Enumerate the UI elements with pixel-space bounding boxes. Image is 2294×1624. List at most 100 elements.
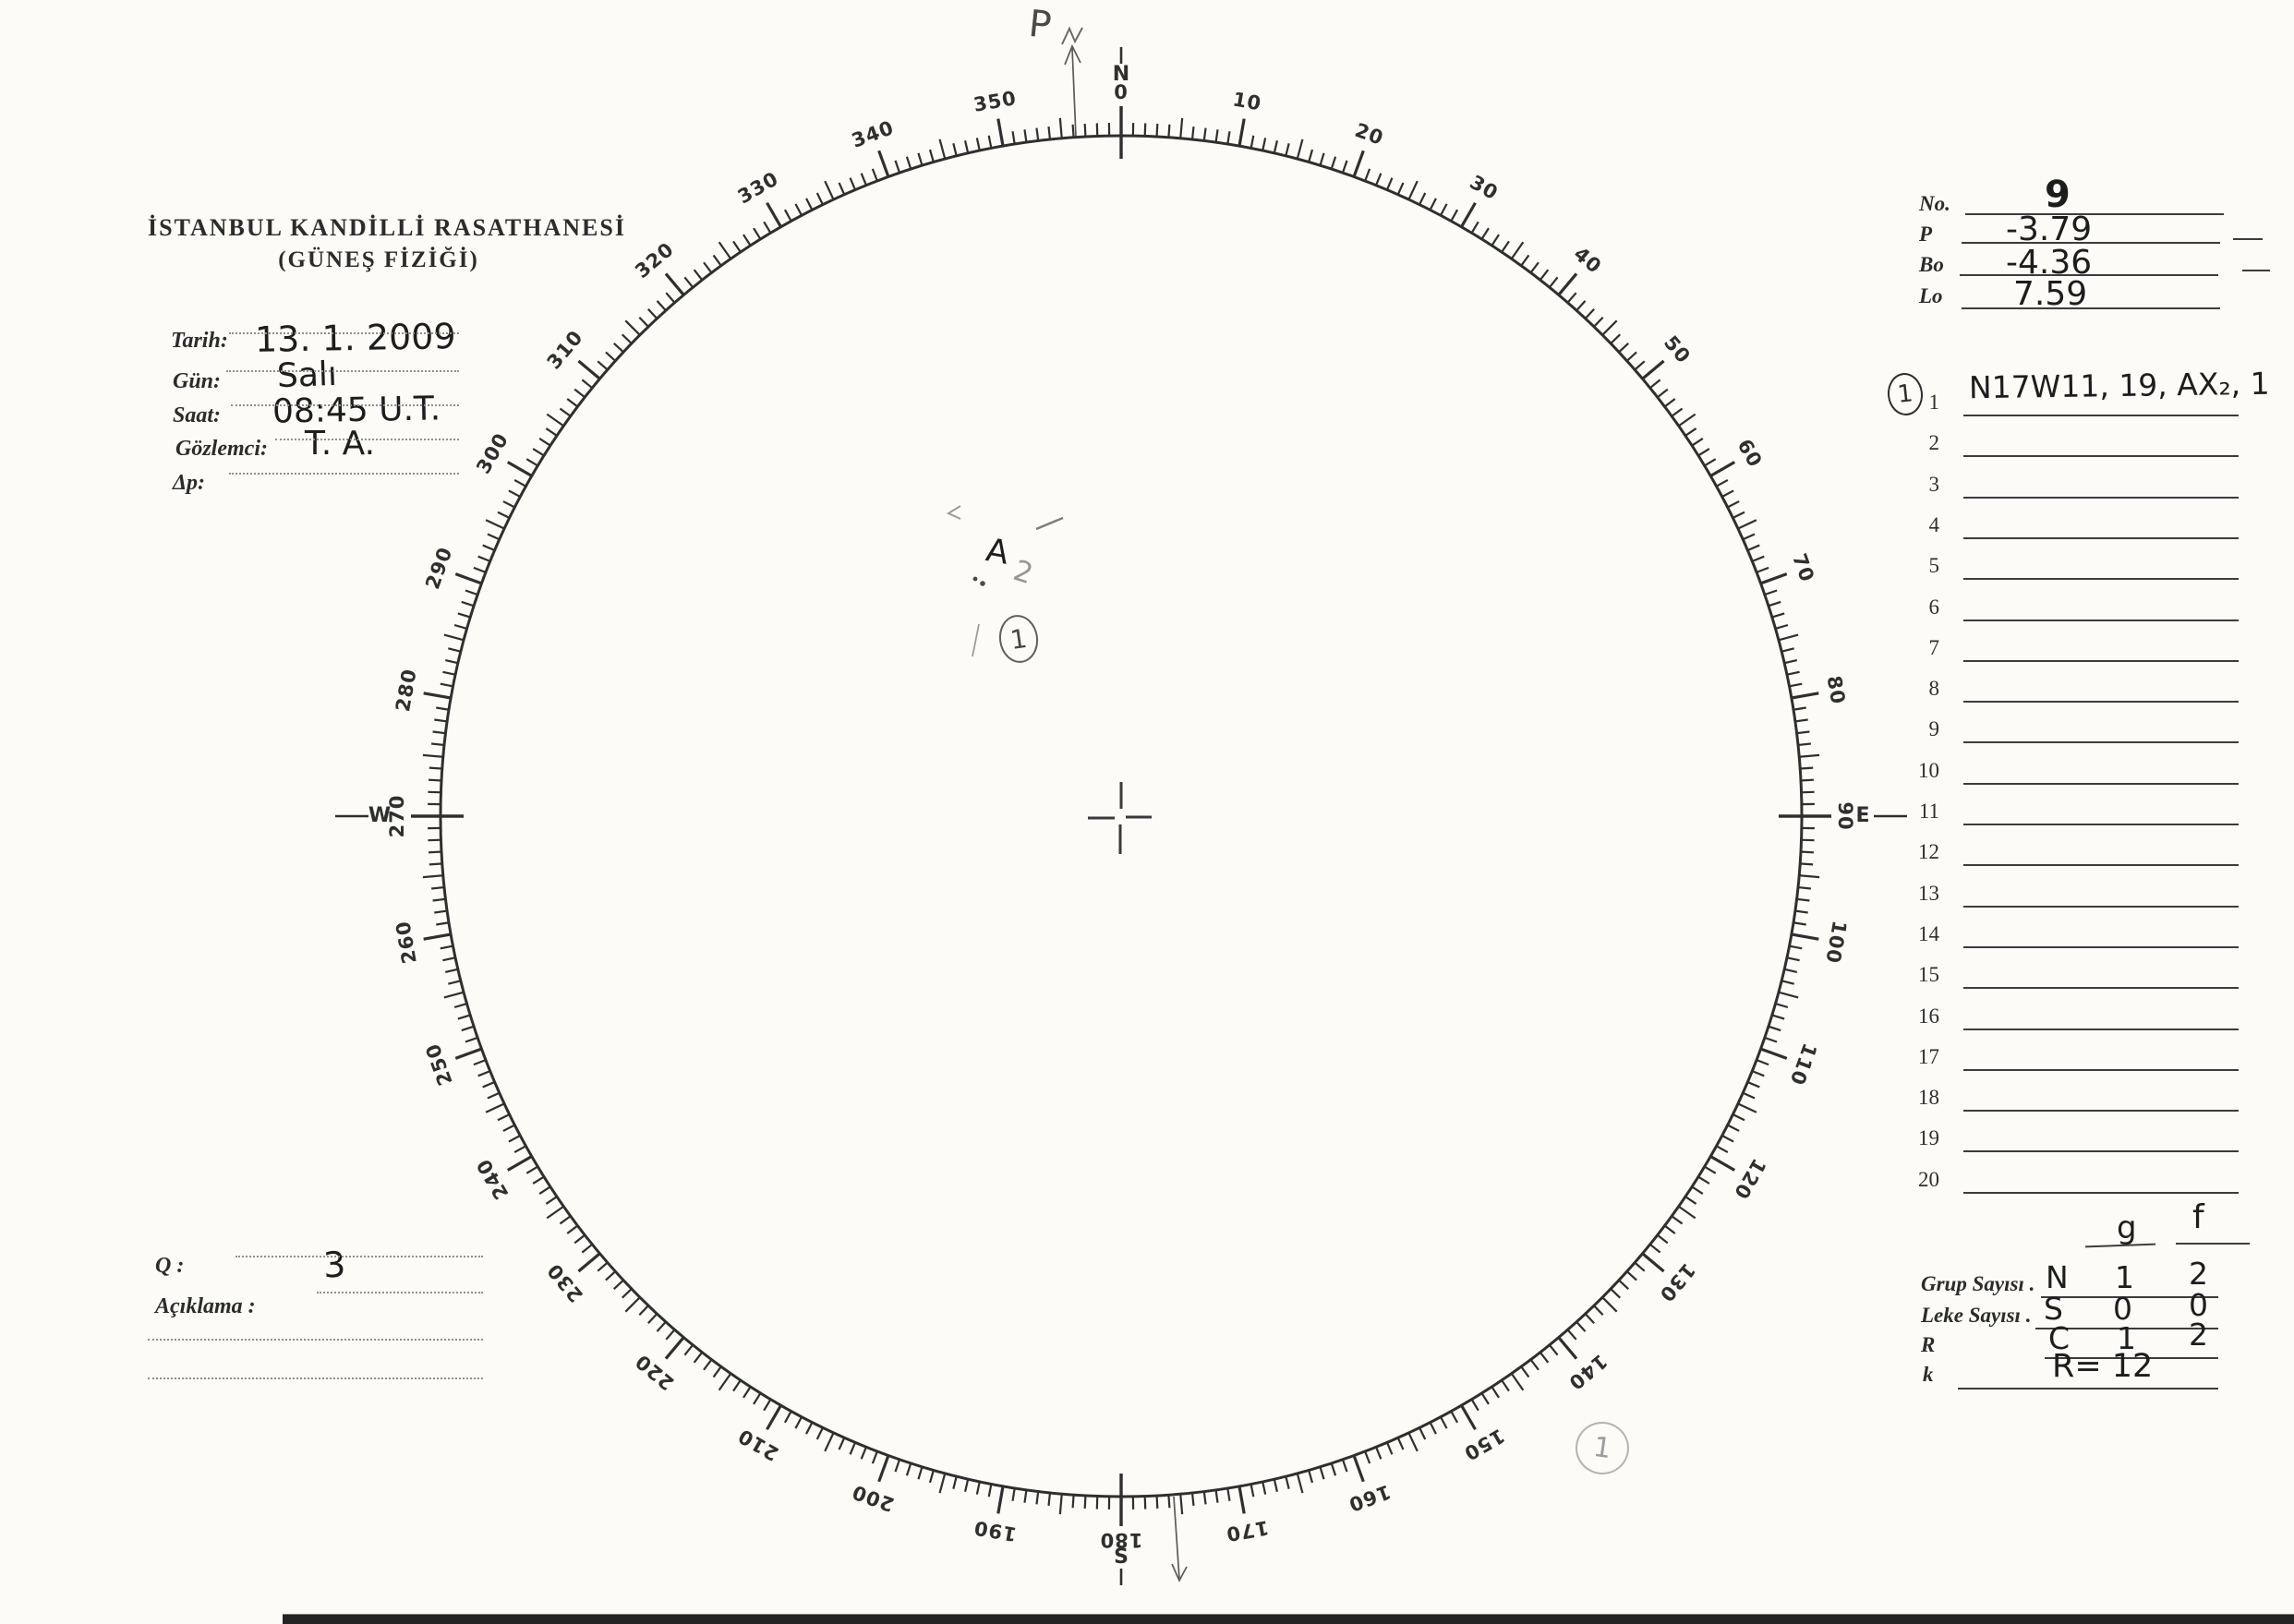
- title-line2: (GÜNEŞ FİZİĞİ): [278, 247, 479, 272]
- degree-tick: [513, 478, 527, 488]
- degree-tick: [1519, 1365, 1530, 1378]
- degree-tick: [1548, 276, 1559, 289]
- degree-tick: [1179, 117, 1184, 139]
- degree-tick: [718, 241, 732, 260]
- degree-tick: [1736, 519, 1757, 530]
- degree-tick: [461, 600, 476, 607]
- group-row-line: [1963, 536, 2239, 539]
- r-row-letter: C: [2048, 1320, 2071, 1356]
- degree-tick: [683, 1343, 694, 1356]
- cardinal-degree-label: 180: [1100, 1529, 1143, 1551]
- day-label: Gün:: [173, 369, 222, 393]
- degree-tick: [1696, 448, 1710, 457]
- degree-tick: [482, 544, 496, 552]
- degree-tick: [766, 201, 783, 229]
- degree-tick: [1656, 388, 1669, 399]
- degree-label: 30: [1466, 171, 1502, 204]
- degree-tick: [647, 1312, 658, 1324]
- degree-tick: [1374, 1445, 1382, 1460]
- degree-tick: [1374, 173, 1382, 187]
- sunspot-dot: [972, 576, 978, 582]
- degree-tick: [1273, 140, 1279, 155]
- degree-tick: [1352, 150, 1365, 178]
- degree-tick: [1782, 968, 1797, 974]
- degree-tick: [443, 991, 465, 999]
- degree-tick: [1202, 1490, 1207, 1505]
- degree-tick: [473, 1058, 488, 1066]
- degree-tick: [1307, 1469, 1314, 1484]
- degree-tick: [1363, 1450, 1371, 1464]
- degree-tick: [538, 1185, 552, 1195]
- degree-tick: [1284, 1474, 1290, 1489]
- degree-tick: [506, 461, 534, 478]
- r-row-f: 2: [2189, 1317, 2208, 1353]
- group-count-label: Grup Sayısı .: [1921, 1272, 2035, 1295]
- degree-tick: [1490, 1385, 1500, 1399]
- r-row-line: [2045, 1357, 2218, 1359]
- degree-tick: [1774, 1002, 1789, 1009]
- degree-tick: [1795, 897, 1810, 902]
- degree-tick: [683, 276, 694, 289]
- group-row-line: [1963, 578, 2239, 581]
- p-angle-arrow: [1061, 26, 1083, 138]
- degree-tick: [905, 1462, 912, 1476]
- degree-tick: [1677, 1205, 1696, 1220]
- degree-tick: [508, 489, 522, 499]
- degree-tick: [1083, 123, 1087, 138]
- degree-tick: [1529, 1358, 1539, 1371]
- degree-tick: [824, 180, 835, 201]
- degree-tick: [871, 1450, 879, 1464]
- degree-label: 50: [1660, 331, 1695, 367]
- observer-line: [275, 439, 459, 440]
- degree-tick: [1459, 1403, 1477, 1431]
- degree-tick: [1226, 1486, 1231, 1501]
- ephemeris-bo-line: [1960, 274, 2218, 276]
- degree-tick: [1750, 555, 1765, 563]
- degree-tick: [442, 956, 457, 962]
- delta-p-line: [229, 473, 459, 475]
- degree-tick: [1011, 1486, 1016, 1501]
- cardinal-letter: E: [1855, 804, 1869, 827]
- degree-label: 120: [1730, 1155, 1770, 1204]
- degree-tick: [1058, 1493, 1063, 1515]
- degree-tick: [1566, 1328, 1577, 1341]
- degree-tick: [1155, 1494, 1159, 1510]
- degree-tick: [497, 511, 511, 520]
- degree-tick: [1696, 1175, 1710, 1185]
- observer-value: T. A.: [305, 425, 376, 463]
- degree-label: 200: [849, 1480, 897, 1516]
- degree-tick: [429, 766, 443, 770]
- degree-tick: [638, 317, 650, 329]
- degree-tick: [1715, 1144, 1729, 1154]
- group-count-letter: N: [2046, 1259, 2069, 1295]
- degree-tick: [1792, 921, 1806, 926]
- degree-tick: [805, 198, 814, 211]
- degree-tick: [1480, 227, 1490, 241]
- degree-tick: [1480, 1391, 1490, 1405]
- degree-tick: [1214, 129, 1219, 144]
- group-row-line: [1963, 415, 2239, 416]
- degree-tick: [693, 269, 704, 282]
- degree-tick: [1330, 1462, 1337, 1476]
- degree-tick: [1341, 1458, 1348, 1473]
- degree-tick: [1792, 706, 1806, 711]
- degree-label: 250: [421, 1041, 457, 1089]
- r-row-label: R: [1921, 1333, 1936, 1356]
- summary-f-header: f: [2192, 1198, 2204, 1236]
- degree-tick: [485, 1102, 506, 1113]
- group-row-number: 20: [1918, 1167, 1939, 1191]
- degree-tick: [1799, 850, 1815, 854]
- degree-tick: [1510, 241, 1525, 260]
- group-row-line: [1963, 987, 2239, 990]
- group-row-line: [1963, 1150, 2239, 1153]
- time-label: Saat:: [173, 403, 222, 427]
- degree-tick: [712, 254, 723, 268]
- degree-tick: [732, 240, 743, 254]
- group-row-line: [1963, 659, 2239, 662]
- degree-tick: [975, 138, 982, 152]
- group-row-number: 5: [1928, 554, 1940, 578]
- degree-tick: [428, 850, 443, 854]
- degree-tick: [1500, 1378, 1510, 1392]
